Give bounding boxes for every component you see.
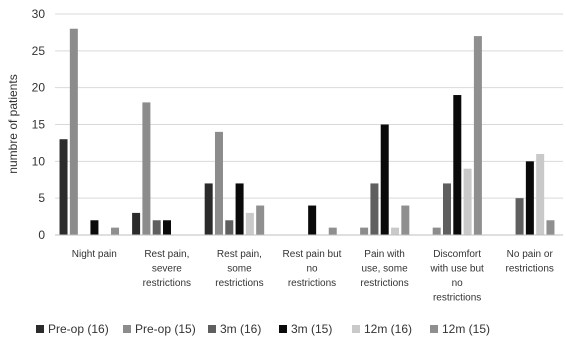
legend: Pre-op (16) Pre-op (15) 3m (16) 3m (15) 12m …	[36, 322, 490, 336]
x-category-label: no	[452, 278, 464, 289]
bar	[142, 102, 151, 236]
x-category-label: Rest pain,	[217, 249, 262, 260]
legend-swatch	[430, 325, 438, 333]
bar	[152, 220, 161, 235]
x-category-label: No pain or	[507, 249, 554, 260]
x-category-label: with use but	[429, 264, 484, 275]
bar	[525, 161, 534, 235]
legend-label: Pre-op (15)	[135, 322, 196, 336]
bar	[235, 183, 244, 235]
bar	[442, 183, 451, 235]
bar	[463, 168, 472, 235]
x-category-label: restrictions	[215, 278, 263, 289]
bar	[111, 227, 120, 235]
legend-swatch	[279, 325, 287, 333]
bar	[380, 124, 389, 235]
x-category-label: Night pain	[72, 249, 117, 260]
bar	[214, 131, 223, 235]
x-category-label: no	[306, 264, 318, 275]
bar	[225, 220, 234, 235]
x-category-label: Discomfort	[433, 249, 481, 260]
bar	[163, 220, 172, 235]
x-category-label: restrictions	[143, 278, 191, 289]
y-tick-label: 10	[32, 154, 46, 168]
bar	[328, 227, 337, 235]
bar	[245, 212, 254, 235]
x-category-label: use, some	[362, 264, 409, 275]
y-tick-label: 30	[32, 7, 46, 21]
x-category-label: severe	[152, 264, 182, 275]
y-tick-label: 20	[32, 81, 46, 95]
bar	[546, 220, 555, 235]
bar	[256, 205, 265, 235]
bar	[69, 28, 78, 235]
gridlines	[55, 13, 563, 199]
bar	[90, 220, 99, 235]
bar	[132, 212, 141, 235]
y-tick-label: 25	[32, 44, 46, 58]
bars	[59, 28, 555, 236]
x-axis-category-labels: Night pain Rest pain, severe restrictions Re…	[72, 249, 554, 304]
legend-swatch	[352, 325, 360, 333]
y-axis-title: numbre of patients	[6, 74, 20, 173]
legend-label: 3m (16)	[220, 322, 261, 336]
x-category-label: restrictions	[506, 264, 554, 275]
bar	[473, 36, 482, 235]
x-category-label: some	[227, 264, 252, 275]
x-category-label: restrictions	[433, 293, 481, 304]
y-tick-label: 0	[38, 228, 45, 242]
legend-swatch	[36, 325, 44, 333]
legend-swatch	[123, 325, 131, 333]
legend-label: Pre-op (16)	[48, 322, 109, 336]
y-tick-label: 5	[38, 191, 45, 205]
bar	[401, 205, 410, 235]
x-category-label: restrictions	[288, 278, 336, 289]
bar	[360, 227, 369, 235]
legend-label: 12m (16)	[364, 322, 412, 336]
bar	[536, 153, 545, 235]
bar	[204, 183, 213, 235]
bar	[370, 183, 379, 235]
x-category-label: Pain with	[364, 249, 405, 260]
x-category-label: Rest pain,	[144, 249, 189, 260]
bar	[515, 198, 524, 235]
y-axis-tick-labels: 0 5 10 15 20 25 30	[32, 7, 46, 242]
legend-swatch	[208, 325, 216, 333]
bar	[432, 227, 441, 235]
x-category-label: restrictions	[360, 278, 408, 289]
x-category-label: Rest pain but	[283, 249, 342, 260]
bar	[59, 139, 68, 235]
legend-label: 3m (15)	[291, 322, 332, 336]
legend-label: 12m (15)	[442, 322, 490, 336]
bar	[391, 227, 400, 235]
bar	[308, 205, 317, 235]
bar	[453, 95, 462, 236]
y-tick-label: 15	[32, 118, 46, 132]
